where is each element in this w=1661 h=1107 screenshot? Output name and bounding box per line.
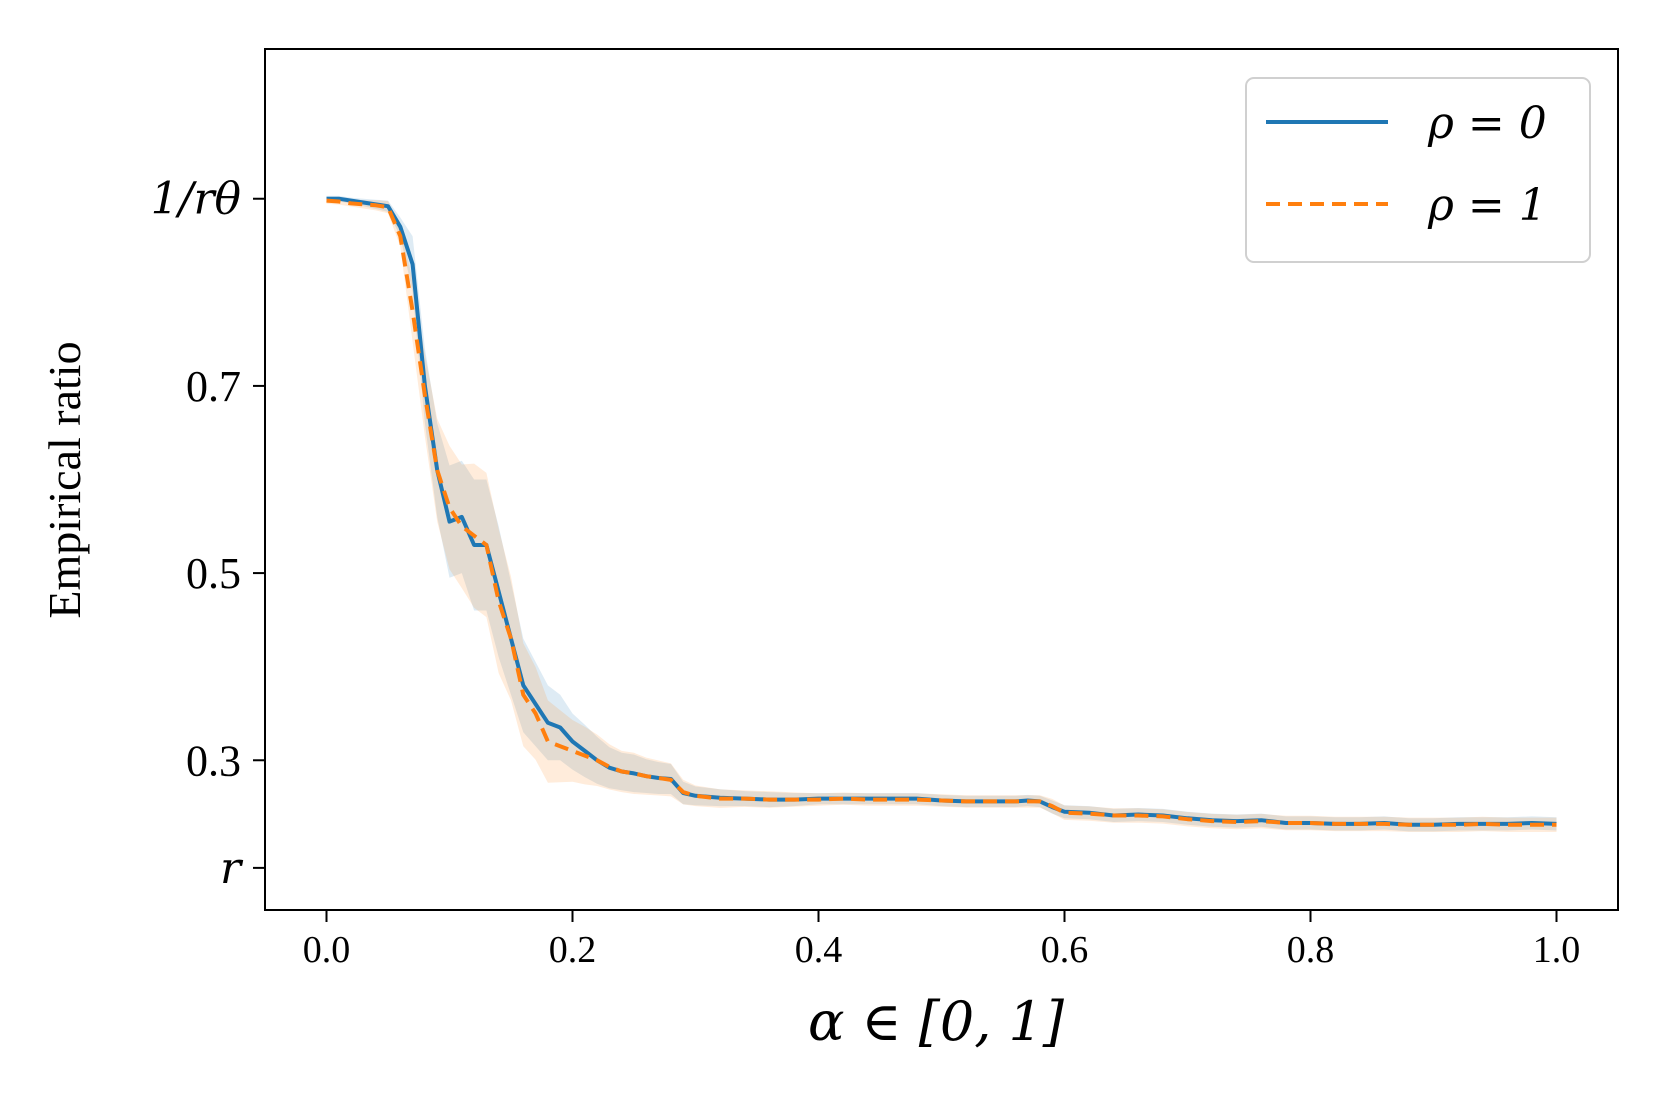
y-tick-label: r	[220, 843, 244, 894]
x-tick-label: 0.4	[795, 929, 843, 971]
x-tick-label: 0.2	[549, 929, 597, 971]
legend-label-rho-1: ρ = 1	[1427, 180, 1547, 231]
y-axis-label: Empirical ratio	[39, 341, 90, 618]
plot-frame	[264, 48, 1619, 911]
x-tick-label: 0.0	[303, 929, 351, 971]
y-tick-label: 0.7	[186, 362, 241, 411]
y-tick-label: 0.3	[186, 736, 241, 785]
line-series-0	[326, 196, 1557, 827]
legend-label-rho-0: ρ = 0	[1427, 98, 1547, 149]
x-tick-label: 0.6	[1041, 929, 1089, 971]
x-axis-label: α ∈ [0, 1]	[808, 990, 1065, 1053]
x-tick-label: 1.0	[1533, 929, 1581, 971]
series-lines	[326, 196, 1557, 827]
legend: ρ = 0 ρ = 1	[1245, 77, 1591, 263]
x-tick-label: 0.8	[1287, 929, 1335, 971]
x-axis-ticks: 0.0 0.2 0.4 0.6 0.8 1.0	[303, 910, 1581, 971]
y-tick-label: 0.5	[186, 549, 241, 598]
y-axis-ticks: 1/rθ 0.7 0.5 0.3 r	[151, 174, 265, 894]
y-tick-label: 1/rθ	[151, 174, 241, 225]
